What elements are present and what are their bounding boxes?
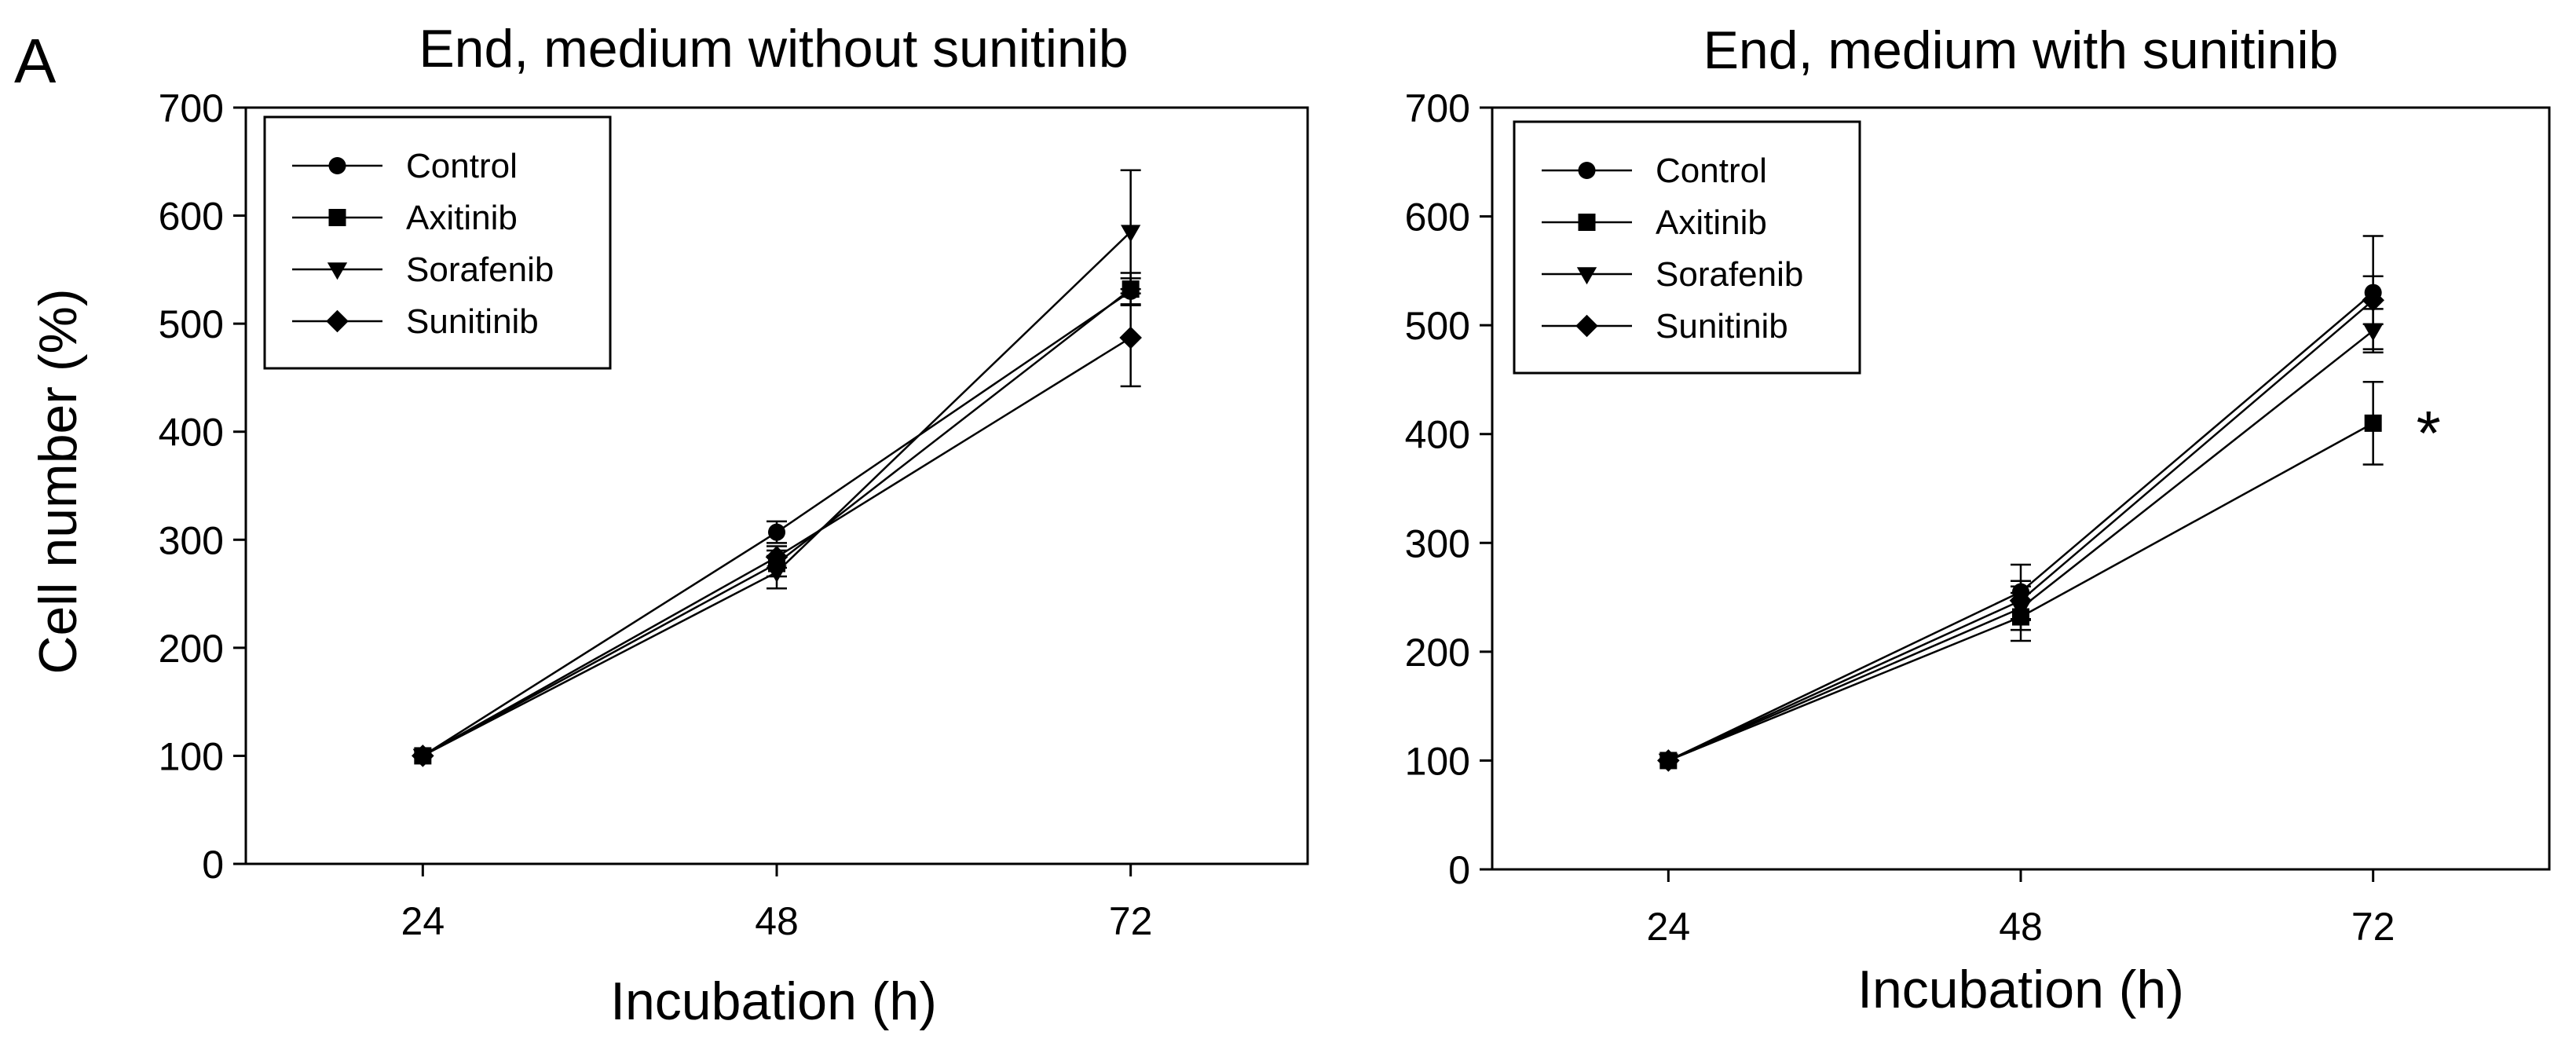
data-point	[2364, 414, 2382, 432]
data-point	[2009, 589, 2033, 613]
legend-label: Sunitinib	[1656, 307, 1788, 346]
y-tick-label: 300	[1405, 521, 1470, 565]
right-chart: End, medium with sunitinib Incubation (h…	[1405, 20, 2551, 1019]
legend-marker	[1578, 214, 1596, 231]
data-point	[768, 523, 785, 541]
legend-marker	[327, 262, 348, 280]
series-line	[1667, 330, 2374, 762]
y-axis-label: Cell number (%)	[28, 288, 88, 674]
legend-marker	[326, 309, 349, 333]
legend-box	[1513, 120, 1861, 375]
y-tick-label: 500	[159, 302, 224, 346]
y-tick-label: 600	[1405, 196, 1470, 240]
x-tick-label: 72	[1109, 899, 1153, 943]
x-tick-label: 72	[2351, 905, 2395, 949]
y-tick-label: 0	[202, 843, 224, 887]
y-tick-label: 400	[1405, 413, 1470, 457]
y-tick-label: 100	[1405, 739, 1470, 783]
data-point	[765, 545, 789, 569]
chart-title: End, medium without sunitinib	[419, 19, 1128, 79]
x-tick-label: 24	[1647, 905, 1691, 949]
legend-marker	[1576, 267, 1597, 285]
data-point	[2362, 288, 2384, 312]
x-axis-label: Incubation (h)	[610, 971, 937, 1031]
y-tick-label: 500	[1405, 304, 1470, 348]
legend-label: Sorafenib	[406, 251, 554, 289]
legend-marker	[328, 157, 346, 174]
data-point	[1121, 225, 1141, 243]
panel-label: A	[14, 26, 57, 96]
legend-box	[263, 115, 612, 370]
legend-marker	[328, 209, 346, 226]
y-tick-label: 200	[1405, 631, 1470, 675]
legend-label: Sunitinib	[406, 302, 539, 341]
legend-label: Control	[1656, 152, 1767, 190]
y-tick-label: 700	[159, 86, 224, 130]
legend: Control Axitinib Sorafenib Sunitinib	[1513, 120, 1861, 375]
plot-area: 0 100 200 300 400 500 600 700 24 48 72 *	[1405, 86, 2551, 949]
data-point	[2363, 324, 2384, 342]
legend-label: Sorafenib	[1656, 255, 1803, 294]
data-point	[1122, 280, 1140, 298]
y-tick-label: 100	[159, 734, 224, 778]
x-axis-label: Incubation (h)	[1857, 960, 2184, 1019]
data-point	[1657, 749, 1680, 772]
x-tick-label: 48	[755, 899, 799, 943]
legend-label: Control	[406, 147, 518, 185]
y-tick-label: 200	[159, 627, 224, 671]
x-tick-label: 48	[1999, 905, 2043, 949]
x-tick-label: 24	[401, 899, 445, 943]
legend-label: Axitinib	[406, 199, 518, 237]
legend-marker	[1575, 314, 1598, 338]
left-chart: End, medium without sunitinib Cell numbe…	[28, 19, 1309, 1031]
y-tick-label: 400	[159, 411, 224, 455]
legend: Control Axitinib Sorafenib Sunitinib	[263, 115, 612, 370]
plot-area: 0 100 200 300 400 500 600 700 24 48 72	[159, 86, 1309, 943]
y-tick-label: 600	[159, 195, 224, 239]
y-tick-label: 700	[1405, 86, 1470, 130]
legend-marker	[1578, 162, 1596, 179]
y-tick-label: 300	[159, 518, 224, 562]
legend-label: Axitinib	[1656, 203, 1767, 242]
y-tick-label: 0	[1448, 848, 1470, 892]
data-point	[1119, 326, 1142, 349]
chart-title: End, medium with sunitinib	[1703, 20, 2339, 80]
data-point	[412, 745, 434, 767]
significance-marker: *	[2417, 398, 2441, 468]
data-point	[767, 565, 787, 583]
